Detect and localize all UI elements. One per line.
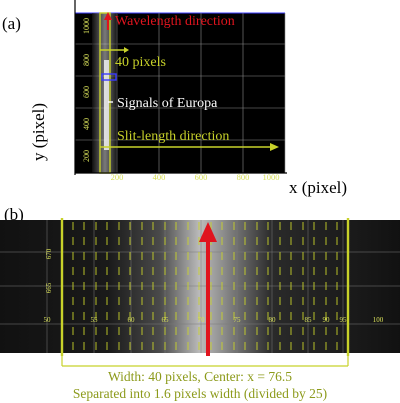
- y-tick-800: 800: [82, 54, 91, 66]
- y-tick-200: 200: [82, 150, 91, 162]
- b-x-tick-55: 55: [91, 316, 99, 324]
- x-tick-400: 400: [153, 172, 166, 182]
- y-tick-600: 600: [82, 86, 91, 98]
- b-x-tick-100: 100: [373, 316, 384, 324]
- y-tick-1000: 1000: [82, 18, 91, 34]
- slit-label: Slit-length direction: [117, 129, 229, 144]
- caption-line-2: Separated into 1.6 pixels width (divided…: [72, 386, 328, 401]
- b-y-tick-670: 670: [45, 248, 53, 259]
- panel-b-image: 670 665 50 55 60 65 70 75 80 85 90 95 10…: [0, 218, 400, 356]
- europa-signal: [104, 60, 109, 150]
- x-tick-1000: 1000: [263, 172, 280, 182]
- panel-b-background: [0, 220, 400, 353]
- b-x-tick-65: 65: [162, 316, 170, 324]
- caption-line-1: Width: 40 pixels, Center: x = 76.5: [107, 369, 293, 384]
- b-x-tick-70: 70: [198, 316, 206, 324]
- panel-a-label: (a): [2, 14, 21, 33]
- x-tick-600: 600: [195, 172, 208, 182]
- b-x-tick-80: 80: [269, 316, 277, 324]
- width-bracket: [61, 356, 349, 367]
- panel-a-image: 200 400 600 800 1000 200 400 600 800 100…: [74, 0, 347, 197]
- x-tick-200: 200: [111, 172, 124, 182]
- blue-box: [101, 73, 117, 81]
- wavelength-label: Wavelength direction: [115, 14, 235, 29]
- division-lines: [72, 222, 338, 352]
- b-x-tick-95: 95: [340, 316, 348, 324]
- b-y-tick-665: 665: [45, 282, 53, 293]
- width-label: 40 pixels: [115, 55, 166, 70]
- x-tick-800: 800: [237, 172, 250, 182]
- y-tick-400: 400: [82, 118, 91, 130]
- b-x-tick-50: 50: [44, 316, 52, 324]
- signal-label: Signals of Europa: [117, 96, 218, 111]
- b-x-tick-85: 85: [305, 316, 313, 324]
- b-x-tick-60: 60: [128, 316, 136, 324]
- b-x-tick-90: 90: [323, 316, 331, 324]
- panel-b-label: (b): [4, 205, 24, 224]
- b-x-tick-75: 75: [234, 316, 242, 324]
- x-axis-label: x (pixel): [289, 178, 347, 197]
